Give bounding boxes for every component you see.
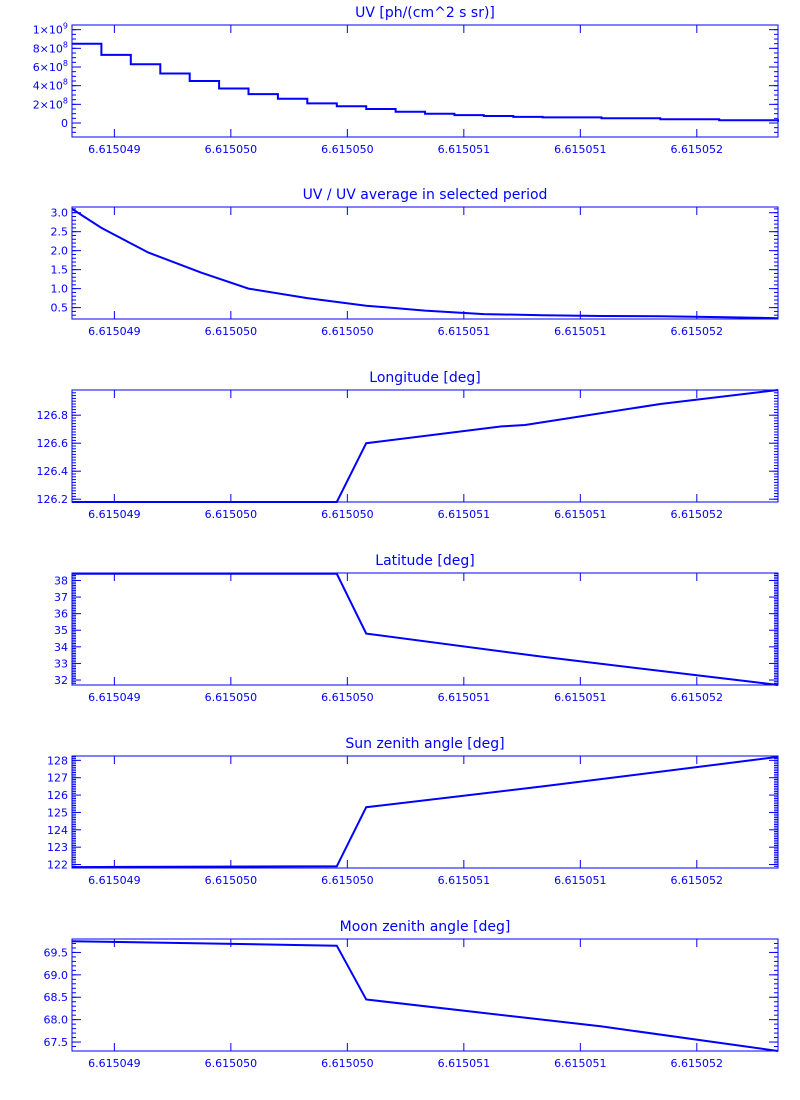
- y-tick-label: 2×108: [33, 96, 68, 111]
- x-tick-label: 6.615049: [88, 508, 141, 521]
- plot-frame: [71, 389, 779, 503]
- plot-frame: [71, 206, 779, 320]
- x-tick-label: 6.615051: [554, 874, 607, 887]
- y-tick-label: 35: [54, 624, 68, 637]
- chart-panel-6: Moon zenith angle [deg] 67.5 68.0 68.5 69.0 6…: [44, 919, 779, 1070]
- x-tick-label: 6.615051: [554, 508, 607, 521]
- x-tick-label: 6.615051: [438, 874, 491, 887]
- x-tick-label: 6.615052: [671, 874, 724, 887]
- y-tick-label: 69.0: [44, 969, 69, 982]
- chart-panel-1: UV [ph/(cm^2 s sr)] 0 2×108 4×108 6×108 8×108…: [33, 5, 779, 156]
- series-line: [72, 42, 779, 122]
- chart-panel-5: Sun zenith angle [deg] 122 123 124 125 126 127…: [47, 736, 779, 887]
- x-tick-label: 6.615051: [554, 143, 607, 156]
- chart-title: Moon zenith angle [deg]: [340, 919, 511, 935]
- y-tick-label: 33: [54, 657, 68, 670]
- y-tick-label: 0: [61, 117, 68, 130]
- x-tick-label: 6.615052: [671, 325, 724, 338]
- x-tick-label: 6.615051: [554, 1057, 607, 1070]
- x-tick-label: 6.615052: [671, 691, 724, 704]
- x-tick-label: 6.615051: [438, 691, 491, 704]
- chart-title: Longitude [deg]: [369, 370, 480, 386]
- chart-title: UV [ph/(cm^2 s sr)]: [355, 5, 495, 21]
- x-tick-label: 6.615051: [438, 1057, 491, 1070]
- y-tick-label: 123: [47, 841, 68, 854]
- series-line: [71, 208, 779, 320]
- plot-frame: [71, 572, 779, 686]
- y-tick-label: 126.8: [37, 409, 69, 422]
- chart-panel-2: UV / UV average in selected period 0.5 1.0…: [51, 187, 779, 338]
- y-tick-label: 68.5: [44, 991, 69, 1004]
- y-tick-label: 126.4: [37, 465, 69, 478]
- chart-title: Latitude [deg]: [375, 553, 474, 569]
- y-tick-label: 4×108: [33, 78, 68, 93]
- chart-title: Sun zenith angle [deg]: [345, 736, 504, 752]
- y-tick-label: 1.5: [51, 264, 69, 277]
- x-tick-label: 6.615049: [88, 325, 141, 338]
- series-line: [72, 572, 779, 686]
- plot-frame: [71, 938, 779, 1052]
- y-tick-label: 122: [47, 859, 68, 872]
- x-tick-label: 6.615049: [88, 143, 141, 156]
- series-line: [71, 940, 779, 1052]
- y-tick-label: 0.5: [51, 302, 69, 315]
- chart-title: UV / UV average in selected period: [303, 187, 548, 203]
- y-tick-label: 1.0: [51, 283, 69, 296]
- y-tick-label: 68.0: [44, 1014, 69, 1027]
- x-tick-label: 6.615051: [554, 325, 607, 338]
- y-tick-label: 38: [54, 574, 68, 587]
- series-line: [71, 755, 779, 869]
- x-tick-label: 6.615050: [321, 691, 374, 704]
- y-tick-label: 6×108: [33, 59, 68, 74]
- y-tick-label: 36: [54, 608, 68, 621]
- y-tick-label: 126.2: [37, 493, 69, 506]
- y-tick-label: 32: [54, 674, 68, 687]
- x-tick-label: 6.615051: [438, 143, 491, 156]
- x-tick-label: 6.615052: [671, 508, 724, 521]
- y-tick-label: 3.0: [51, 207, 69, 220]
- x-tick-label: 6.615052: [671, 1057, 724, 1070]
- y-tick-label: 127: [47, 772, 68, 785]
- y-tick-label: 125: [47, 806, 68, 819]
- x-tick-label: 6.615050: [321, 325, 374, 338]
- x-tick-label: 6.615049: [88, 874, 141, 887]
- series-line: [72, 389, 779, 503]
- y-tick-label: 8×108: [33, 40, 68, 55]
- y-tick-label: 2.5: [51, 226, 69, 239]
- y-tick-label: 1×109: [33, 22, 68, 37]
- x-tick-label: 6.615050: [321, 1057, 374, 1070]
- x-tick-label: 6.615050: [205, 143, 258, 156]
- x-tick-label: 6.615051: [438, 325, 491, 338]
- x-tick-label: 6.615050: [321, 508, 374, 521]
- x-tick-label: 6.615049: [88, 691, 141, 704]
- x-tick-label: 6.615050: [205, 1057, 258, 1070]
- x-tick-label: 6.615050: [205, 874, 258, 887]
- y-tick-label: 37: [54, 591, 68, 604]
- x-tick-label: 6.615050: [205, 508, 258, 521]
- y-tick-label: 124: [47, 824, 68, 837]
- y-tick-label: 69.5: [44, 946, 69, 959]
- x-tick-label: 6.615050: [321, 874, 374, 887]
- x-tick-label: 6.615050: [205, 691, 258, 704]
- chart-panel-3: Longitude [deg] 126.2 126.4 126.6 126.8 6.615…: [37, 370, 779, 521]
- y-tick-label: 67.5: [44, 1036, 69, 1049]
- y-tick-label: 126.6: [37, 437, 69, 450]
- x-tick-label: 6.615051: [554, 691, 607, 704]
- x-tick-label: 6.615052: [671, 143, 724, 156]
- y-tick-label: 128: [47, 754, 68, 767]
- x-tick-label: 6.615050: [321, 143, 374, 156]
- x-tick-label: 6.615051: [438, 508, 491, 521]
- y-tick-label: 2.0: [51, 245, 69, 258]
- chart-panel-4: Latitude [deg] 32 33 34 35 36 37 38 6.615049 6.61…: [54, 553, 779, 704]
- x-tick-label: 6.615050: [205, 325, 258, 338]
- y-tick-label: 126: [47, 789, 68, 802]
- x-tick-label: 6.615049: [88, 1057, 141, 1070]
- y-tick-label: 34: [54, 641, 68, 654]
- plot-frame: [71, 755, 779, 869]
